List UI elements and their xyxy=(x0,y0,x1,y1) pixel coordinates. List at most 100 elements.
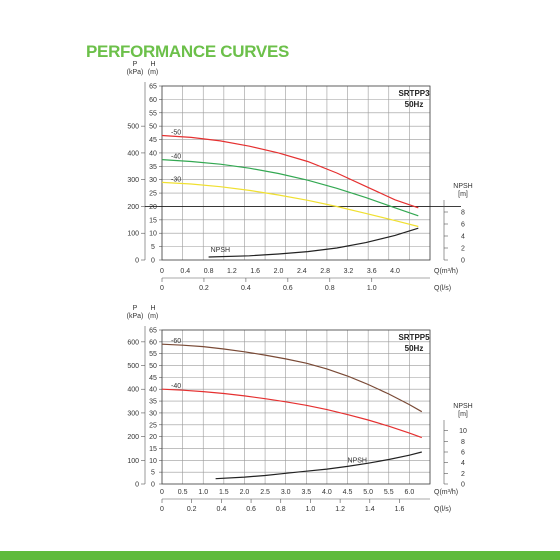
x2-axis-title: Q(l/s) xyxy=(434,285,451,292)
x-tick-label: 2.8 xyxy=(320,268,330,275)
x2-tick-label: 0.4 xyxy=(217,506,227,513)
npsh-tick-label: 6 xyxy=(461,222,465,229)
x-tick-label: 0 xyxy=(160,268,164,275)
x-tick-label: 0.4 xyxy=(180,268,190,275)
x2-tick-label: 0.4 xyxy=(241,285,251,292)
npsh-axis-unit: [m] xyxy=(458,411,468,418)
h-tick-label: 25 xyxy=(149,422,157,429)
h-tick-label: 30 xyxy=(149,410,157,417)
h-tick-label: 65 xyxy=(149,84,157,91)
curve-npsh xyxy=(208,227,419,258)
h-tick-label: 10 xyxy=(149,231,157,238)
bottom-bar xyxy=(0,551,560,560)
h-tick-label: 25 xyxy=(149,191,157,198)
x2-axis-title: Q(l/s) xyxy=(434,506,451,513)
npsh-tick-label: 8 xyxy=(461,210,465,217)
h-tick-label: 50 xyxy=(149,363,157,370)
p-axis-title: P xyxy=(133,305,138,312)
x2-tick-label: 1.6 xyxy=(395,506,405,513)
npsh-axis-unit: [m] xyxy=(458,191,468,198)
h-axis-unit: (m) xyxy=(148,313,159,320)
h-tick-label: 55 xyxy=(149,351,157,358)
p-tick-label: 0 xyxy=(135,482,139,489)
npsh-tick-label: 2 xyxy=(461,471,465,478)
x-tick-label: 1.0 xyxy=(198,489,208,496)
p-tick-label: 500 xyxy=(127,363,139,370)
plot-frame xyxy=(161,329,431,485)
npsh-curve-label: NPSH xyxy=(211,247,230,254)
h-axis-title: H xyxy=(150,61,155,68)
h-tick-label: 30 xyxy=(149,177,157,184)
x-tick-label: 5.5 xyxy=(384,489,394,496)
npsh-tick-label: 0 xyxy=(461,482,465,489)
h-tick-label: 5 xyxy=(151,244,155,251)
h-axis-title: H xyxy=(150,305,155,312)
frequency-label: 50Hz xyxy=(405,100,424,109)
h-tick-label: 65 xyxy=(149,328,157,335)
h-tick-label: 20 xyxy=(149,204,157,211)
p-tick-label: 200 xyxy=(127,434,139,441)
x-tick-label: 6.0 xyxy=(405,489,415,496)
p-axis-title: P xyxy=(133,61,138,68)
x-tick-label: 0.5 xyxy=(178,489,188,496)
p-tick-label: 0 xyxy=(135,258,139,265)
npsh-tick-label: 0 xyxy=(461,258,465,265)
x-tick-label: 4.0 xyxy=(390,268,400,275)
x2-tick-label: 0.6 xyxy=(246,506,256,513)
h-tick-label: 60 xyxy=(149,97,157,104)
h-tick-label: 60 xyxy=(149,339,157,346)
p-tick-label: 400 xyxy=(127,387,139,394)
x-tick-label: 3.5 xyxy=(301,489,311,496)
p-tick-label: 600 xyxy=(127,339,139,346)
h-tick-label: 50 xyxy=(149,124,157,131)
x-tick-label: 0.8 xyxy=(204,268,214,275)
p-tick-label: 200 xyxy=(127,204,139,211)
frequency-label: 50Hz xyxy=(405,344,424,353)
p-tick-label: 500 xyxy=(127,124,139,131)
npsh-tick-label: 2 xyxy=(461,246,465,253)
page-title: PERFORMANCE CURVES xyxy=(86,42,290,61)
curve-npsh xyxy=(215,451,422,480)
npsh-tick-label: 8 xyxy=(461,439,465,446)
p-axis-unit: (kPa) xyxy=(127,69,144,76)
x2-tick-label: 0 xyxy=(160,285,164,292)
npsh-curve-label: NPSH xyxy=(348,457,367,464)
curve-label: -40 xyxy=(171,154,181,161)
x2-tick-label: 0.8 xyxy=(276,506,286,513)
p-tick-label: 400 xyxy=(127,150,139,157)
npsh-axis-title: NPSH xyxy=(453,183,472,190)
h-tick-label: 45 xyxy=(149,375,157,382)
h-tick-label: 45 xyxy=(149,137,157,144)
x-axis-title: Q(m³/h) xyxy=(434,268,458,275)
x-tick-label: 3.2 xyxy=(344,268,354,275)
p-axis-unit: (kPa) xyxy=(127,313,144,320)
h-tick-label: 5 xyxy=(151,470,155,477)
x-axis-title: Q(m³/h) xyxy=(434,489,458,496)
x-tick-label: 1.5 xyxy=(219,489,229,496)
p-tick-label: 100 xyxy=(127,231,139,238)
npsh-tick-label: 4 xyxy=(461,460,465,467)
npsh-tick-label: 10 xyxy=(459,428,467,435)
h-tick-label: 20 xyxy=(149,434,157,441)
curve-n40 xyxy=(161,159,419,217)
x2-tick-label: 1.0 xyxy=(306,506,316,513)
x-tick-label: 2.0 xyxy=(274,268,284,275)
x2-tick-label: 0.2 xyxy=(199,285,209,292)
x2-tick-label: 0.6 xyxy=(283,285,293,292)
x2-tick-label: 0 xyxy=(160,506,164,513)
x-tick-label: 5.0 xyxy=(363,489,373,496)
h-tick-label: 35 xyxy=(149,164,157,171)
x-tick-label: 1.6 xyxy=(250,268,260,275)
curve-n50 xyxy=(161,134,419,209)
curve-label: -60 xyxy=(171,338,181,345)
x2-tick-label: 1.0 xyxy=(367,285,377,292)
h-tick-label: 40 xyxy=(149,150,157,157)
x-tick-label: 0 xyxy=(160,489,164,496)
curve-n30 xyxy=(161,181,419,228)
curve-label: -30 xyxy=(171,176,181,183)
p-tick-label: 100 xyxy=(127,458,139,465)
x-tick-label: 2.4 xyxy=(297,268,307,275)
curve-label: -50 xyxy=(171,130,181,137)
x-tick-label: 2.5 xyxy=(260,489,270,496)
